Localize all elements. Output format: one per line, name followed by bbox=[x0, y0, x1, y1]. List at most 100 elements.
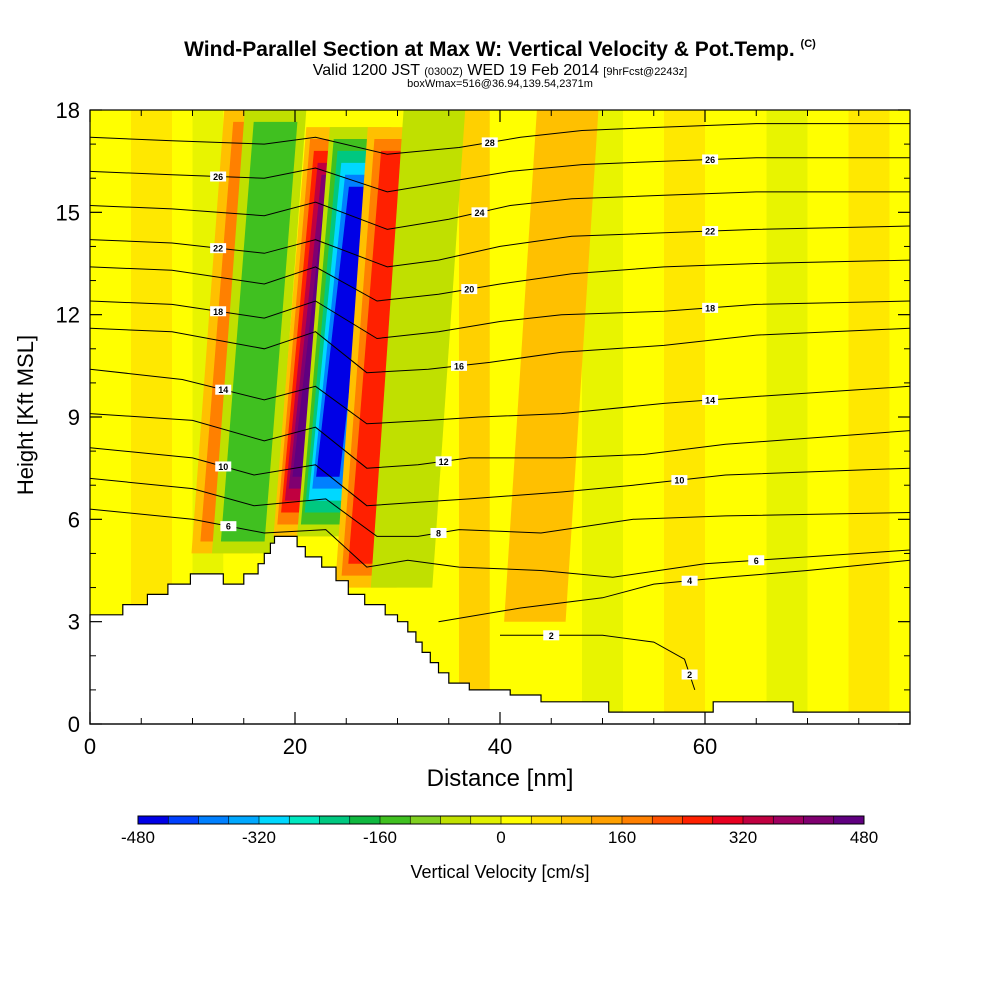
y-tick-label: 18 bbox=[56, 98, 80, 123]
field-band bbox=[848, 110, 890, 724]
colorbar-tick-label: -160 bbox=[363, 828, 397, 847]
isentrope-label-box bbox=[543, 630, 560, 641]
isentrope-label: 14 bbox=[705, 395, 715, 405]
colorbar-swatch bbox=[682, 816, 714, 824]
colorbar-tick-label: 0 bbox=[496, 828, 505, 847]
valid-time: Valid 1200 JST bbox=[312, 62, 420, 79]
colorbar-swatch bbox=[380, 816, 411, 824]
isentrope-label: 2 bbox=[549, 631, 554, 641]
colorbar-swatch bbox=[833, 816, 865, 824]
isentrope-label-box bbox=[702, 226, 719, 237]
isentrope-label: 16 bbox=[454, 361, 464, 371]
isentrope-line bbox=[90, 157, 910, 193]
colorbar-swatch bbox=[319, 816, 351, 824]
wave-core bbox=[504, 110, 599, 622]
colorbar-tick-label: 480 bbox=[850, 828, 878, 847]
colorbar-tick-label: -320 bbox=[242, 828, 276, 847]
colorbar: -480 -320 -160 0 160 320 480 bbox=[121, 815, 878, 847]
colorbar-swatch bbox=[531, 816, 562, 824]
chart-title: Wind-Parallel Section at Max W: Vertical… bbox=[0, 38, 1000, 62]
isentrope-line bbox=[90, 447, 910, 507]
isentrope-label: 28 bbox=[485, 138, 495, 148]
isentrope-line bbox=[90, 191, 910, 230]
chart-title-text: Wind-Parallel Section at Max W: Vertical… bbox=[184, 38, 795, 61]
isentrope-label-box bbox=[748, 555, 765, 566]
colorbar-swatch bbox=[228, 816, 260, 824]
box-info: boxWmax=516@36.94,139.54,2371m bbox=[407, 78, 593, 90]
y-tick-label: 6 bbox=[68, 507, 80, 532]
isentrope-label-box bbox=[481, 137, 498, 148]
isentrope-label-box bbox=[451, 360, 467, 371]
isentrope-label-box bbox=[681, 669, 698, 680]
y-tick-label: 15 bbox=[56, 200, 80, 225]
x-axis-label: Distance [nm] bbox=[426, 765, 574, 792]
isentrope-label: 26 bbox=[705, 155, 715, 165]
chart-subtitle: Valid 1200 JST (0300Z) WED 19 Feb 2014 [… bbox=[0, 62, 1000, 80]
isentrope-label-box bbox=[430, 527, 447, 538]
isentrope-label: 8 bbox=[436, 528, 441, 538]
isentrope-label-box bbox=[220, 521, 237, 532]
isentrope-label: 12 bbox=[439, 457, 449, 467]
isentrope-label-box bbox=[215, 384, 232, 395]
colorbar-swatch bbox=[743, 816, 774, 824]
isentrope-line bbox=[90, 508, 910, 578]
x-tick-label: 20 bbox=[283, 734, 307, 759]
isentrope-line bbox=[438, 559, 910, 623]
isentrope-label-box bbox=[435, 456, 452, 467]
isentrope-label-box bbox=[210, 306, 227, 317]
colorbar-swatch bbox=[259, 816, 290, 824]
isentrope-label: 6 bbox=[226, 522, 231, 532]
isentrope-label: 22 bbox=[213, 244, 223, 254]
y-axis-label: Height [Kft MSL] bbox=[13, 334, 38, 496]
colorbar-tick-label: -480 bbox=[121, 828, 155, 847]
axes: 0 20 40 60 0 3 6 9 12 15 18 bbox=[56, 98, 910, 759]
wave-core bbox=[316, 186, 373, 477]
colorbar-tick-label: 160 bbox=[608, 828, 636, 847]
y-tick-label: 9 bbox=[68, 405, 80, 430]
colorbar-swatch bbox=[198, 816, 230, 824]
forecast-info: [9hrFcst@2243z] bbox=[603, 66, 688, 78]
field-band bbox=[664, 110, 705, 724]
colorbar-swatch bbox=[652, 816, 683, 824]
isentrope-label-box bbox=[471, 207, 488, 218]
colorbar-swatch bbox=[591, 816, 623, 824]
utc-time: (0300Z) bbox=[424, 66, 463, 78]
isentrope-line bbox=[90, 368, 910, 425]
colorbar-label: Vertical Velocity [cm/s] bbox=[410, 862, 590, 882]
colorbar-swatch bbox=[138, 816, 169, 824]
isentrope-line bbox=[90, 327, 910, 374]
isentrope-line bbox=[90, 123, 910, 155]
isentrope-label: 6 bbox=[754, 556, 759, 566]
isentrope-label: 24 bbox=[474, 208, 484, 218]
isentrope-label-box bbox=[461, 284, 478, 295]
x-tick-label: 40 bbox=[488, 734, 512, 759]
isentrope-label: 4 bbox=[687, 576, 692, 586]
isentrope-label-box bbox=[215, 461, 232, 472]
isentrope-label: 26 bbox=[213, 172, 223, 182]
field-band bbox=[766, 110, 808, 724]
colorbar-swatch bbox=[410, 816, 441, 824]
colorbar-swatch bbox=[440, 816, 472, 824]
isentrope-label: 10 bbox=[674, 476, 684, 486]
colorbar-swatch bbox=[622, 816, 653, 824]
isentrope-label: 14 bbox=[218, 385, 228, 395]
colorbar-swatch bbox=[289, 816, 320, 824]
colorbar-swatch bbox=[773, 816, 804, 824]
wave-core bbox=[220, 121, 298, 542]
isentrope-label-box bbox=[671, 475, 688, 486]
isentrope-label: 10 bbox=[218, 462, 228, 472]
terrain bbox=[89, 535, 911, 725]
isentrope-label: 18 bbox=[705, 303, 715, 313]
isentrope-line bbox=[90, 259, 910, 302]
y-tick-label: 0 bbox=[68, 712, 80, 737]
isentrope-label-box bbox=[681, 575, 698, 586]
colorbar-swatch bbox=[712, 816, 744, 824]
isentrope-line bbox=[90, 413, 910, 469]
valid-date: WED 19 Feb 2014 bbox=[467, 62, 599, 79]
isentrope-label-box bbox=[702, 302, 719, 313]
colorbar-tick-label: 320 bbox=[729, 828, 757, 847]
colorbar-swatch bbox=[803, 816, 835, 824]
isentrope-label: 18 bbox=[213, 307, 223, 317]
